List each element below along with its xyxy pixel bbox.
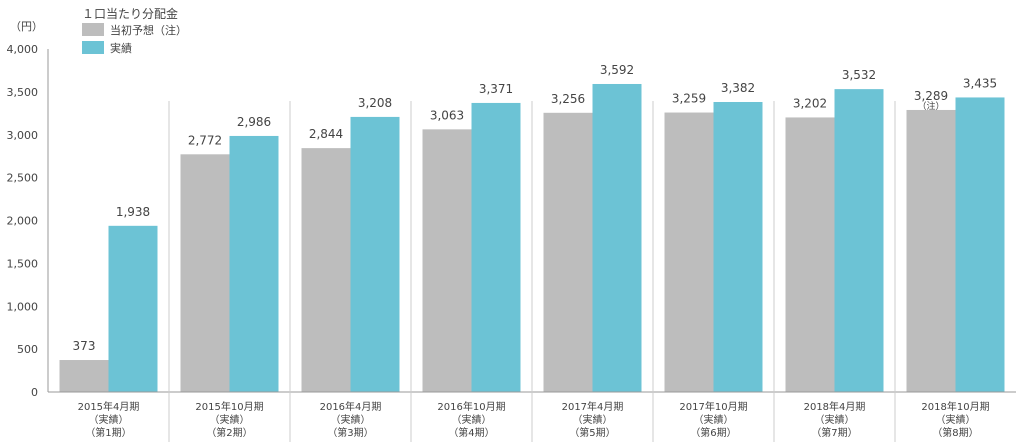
bar-actual [713,101,763,392]
bar-actual [471,102,521,392]
y-unit-label: （円） [10,20,43,33]
bar-actual [108,225,158,392]
legend-swatch [82,23,104,36]
data-label: 1,938 [116,205,150,219]
y-tick-label: 500 [17,343,38,356]
x-tick-label: （第7期） [811,426,857,439]
bar-forecast [301,148,351,392]
data-label: 3,435 [963,76,997,90]
data-label: 3,592 [600,63,634,77]
x-tick-label: （実績） [573,413,613,426]
x-tick-label: 2018年4月期 [804,400,866,413]
x-tick-label: （実績） [694,413,734,426]
x-tick-label: （第3期） [327,426,373,439]
x-tick-label: 2016年4月期 [320,400,382,413]
y-tick-label: 1,500 [7,257,39,270]
chart-title: １口当たり分配金 [82,6,178,21]
legend-label: 当初予想（注） [110,23,187,37]
y-tick-label: 2,000 [7,215,39,228]
annotation-note: （注） [917,100,944,112]
x-tick-label: 2017年4月期 [562,400,624,413]
x-tick-label: 2017年10月期 [679,400,747,413]
y-tick-label: 2,500 [7,172,39,185]
x-tick-label: 2016年10月期 [437,400,505,413]
data-label: 3,532 [842,68,876,82]
data-label: 3,256 [551,92,585,106]
y-tick-label: 1,000 [7,300,39,313]
x-tick-label: （実績） [331,413,371,426]
data-label: 2,844 [309,127,343,141]
data-label: 3,382 [721,81,755,95]
bar-actual [834,89,884,393]
bar-forecast [785,117,835,392]
bar-actual [592,83,642,393]
data-label: 2,986 [237,115,271,129]
bar-forecast [180,154,230,392]
x-tick-label: （第2期） [206,426,252,439]
data-label: 3,289 [914,89,948,103]
data-label: 2,772 [188,133,222,147]
data-label: 3,208 [358,96,392,110]
legend-label: 実績 [110,41,132,55]
bar-actual [955,97,1005,392]
data-label: 3,371 [479,82,513,96]
data-label: 3,259 [672,92,706,106]
bar-actual [350,116,400,392]
x-tick-label: （第6期） [690,426,736,439]
data-label: 3,202 [793,96,827,110]
x-tick-label: 2015年4月期 [78,400,140,413]
x-tick-label: （実績） [89,413,129,426]
x-tick-label: （第1期） [85,426,131,439]
y-tick-label: 3,500 [7,86,39,99]
x-tick-label: 2015年10月期 [195,400,263,413]
x-tick-label: （第4期） [448,426,494,439]
x-tick-label: （実績） [936,413,976,426]
x-axis: 2015年4月期（実績）（第1期）2015年10月期（実績）（第2期）2016年… [48,101,1016,442]
bar-forecast [664,112,714,393]
data-label: 373 [73,339,96,353]
y-axis: 0 500 1,000 1,500 2,000 2,500 3,000 3,500 4,000 [7,43,49,399]
x-tick-label: （実績） [210,413,250,426]
bar-forecast [59,360,109,392]
x-tick-label: （第5期） [569,426,615,439]
bar-actual [229,135,279,392]
y-tick-label: 4,000 [7,43,39,56]
data-label: 3,063 [430,108,464,122]
bar-forecast [906,109,956,392]
x-tick-label: （実績） [815,413,855,426]
x-tick-label: （実績） [452,413,492,426]
legend-swatch [82,41,104,54]
legend: 当初予想（注） 実績 [82,23,187,55]
x-tick-label: （第8期） [932,426,978,439]
x-tick-label: 2018年10月期 [921,400,989,413]
bars: 373 1,938 2,772 2,986 2,844 3,208 3,063 3,371 3,… [59,63,1005,393]
y-tick-label: 3,000 [7,129,39,142]
bar-forecast [543,112,593,392]
y-tick-label: 0 [31,386,38,399]
bar-forecast [422,129,472,392]
